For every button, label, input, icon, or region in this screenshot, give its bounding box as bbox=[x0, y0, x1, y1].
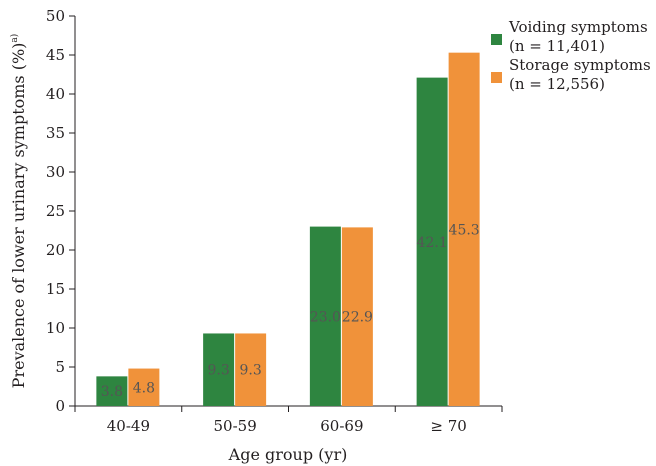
legend-label-2: Storage symptoms bbox=[509, 56, 651, 74]
x-tick-label: 60-69 bbox=[320, 417, 363, 435]
bar-series-1-3 bbox=[416, 77, 448, 407]
y-axis-title-superscript: a) bbox=[9, 34, 20, 43]
y-tick-label: 40 bbox=[46, 85, 65, 103]
bar-series-1-2 bbox=[309, 226, 341, 406]
data-label: 42.1 bbox=[417, 235, 448, 251]
x-tick-label: 40-49 bbox=[107, 417, 150, 435]
bar-series-2-0 bbox=[128, 368, 160, 406]
data-label: 22.9 bbox=[342, 310, 373, 326]
y-tick-label: 35 bbox=[46, 124, 65, 142]
bar-series-2-1 bbox=[235, 333, 267, 406]
y-axis: 0 5 10 15 20 25 30 35 40 45 50 bbox=[46, 7, 76, 415]
y-tick-label: 45 bbox=[46, 46, 65, 64]
data-label: 23.0 bbox=[310, 309, 341, 325]
bar-series-2-3 bbox=[448, 52, 480, 406]
bars bbox=[96, 52, 480, 407]
x-tick-label: 50-59 bbox=[214, 417, 257, 435]
legend-count-2: (n = 12,556) bbox=[509, 75, 605, 93]
legend-label-1: Voiding symptoms bbox=[508, 18, 648, 36]
legend-swatch-1 bbox=[491, 34, 502, 45]
y-axis-title-text: Prevalence of lower urinary symptoms (%) bbox=[9, 43, 28, 389]
y-axis-title: Prevalence of lower urinary symptoms (%)… bbox=[9, 34, 28, 389]
data-label: 3.8 bbox=[101, 384, 123, 400]
bar-series-1-1 bbox=[203, 333, 235, 406]
x-axis-title: Age group (yr) bbox=[228, 445, 348, 464]
y-tick-label: 25 bbox=[46, 202, 65, 220]
y-tick-label: 50 bbox=[46, 7, 65, 25]
legend: Voiding symptoms(n = 11,401)Storage symp… bbox=[491, 18, 651, 93]
y-tick-label: 10 bbox=[46, 319, 65, 337]
data-label: 9.3 bbox=[207, 363, 229, 379]
x-axis: 40-49 50-59 60-69 ≥ 70 bbox=[74, 405, 503, 435]
y-tick-label: 0 bbox=[55, 397, 65, 415]
legend-swatch-2 bbox=[491, 72, 502, 83]
y-tick-label: 5 bbox=[55, 358, 65, 376]
y-tick-label: 20 bbox=[46, 241, 65, 259]
data-label: 45.3 bbox=[449, 222, 480, 238]
data-labels: 3.8 4.8 9.3 9.3 23.0 22.9 42.145.3 bbox=[101, 222, 480, 400]
data-label: 9.3 bbox=[239, 363, 261, 379]
x-tick-label: ≥ 70 bbox=[430, 417, 466, 435]
bar-series-1-0 bbox=[96, 376, 128, 406]
data-label: 4.8 bbox=[133, 380, 155, 396]
y-tick-label: 15 bbox=[46, 280, 65, 298]
legend-count-1: (n = 11,401) bbox=[509, 37, 605, 55]
bar-series-2-2 bbox=[341, 227, 373, 406]
y-tick-label: 30 bbox=[46, 163, 65, 181]
